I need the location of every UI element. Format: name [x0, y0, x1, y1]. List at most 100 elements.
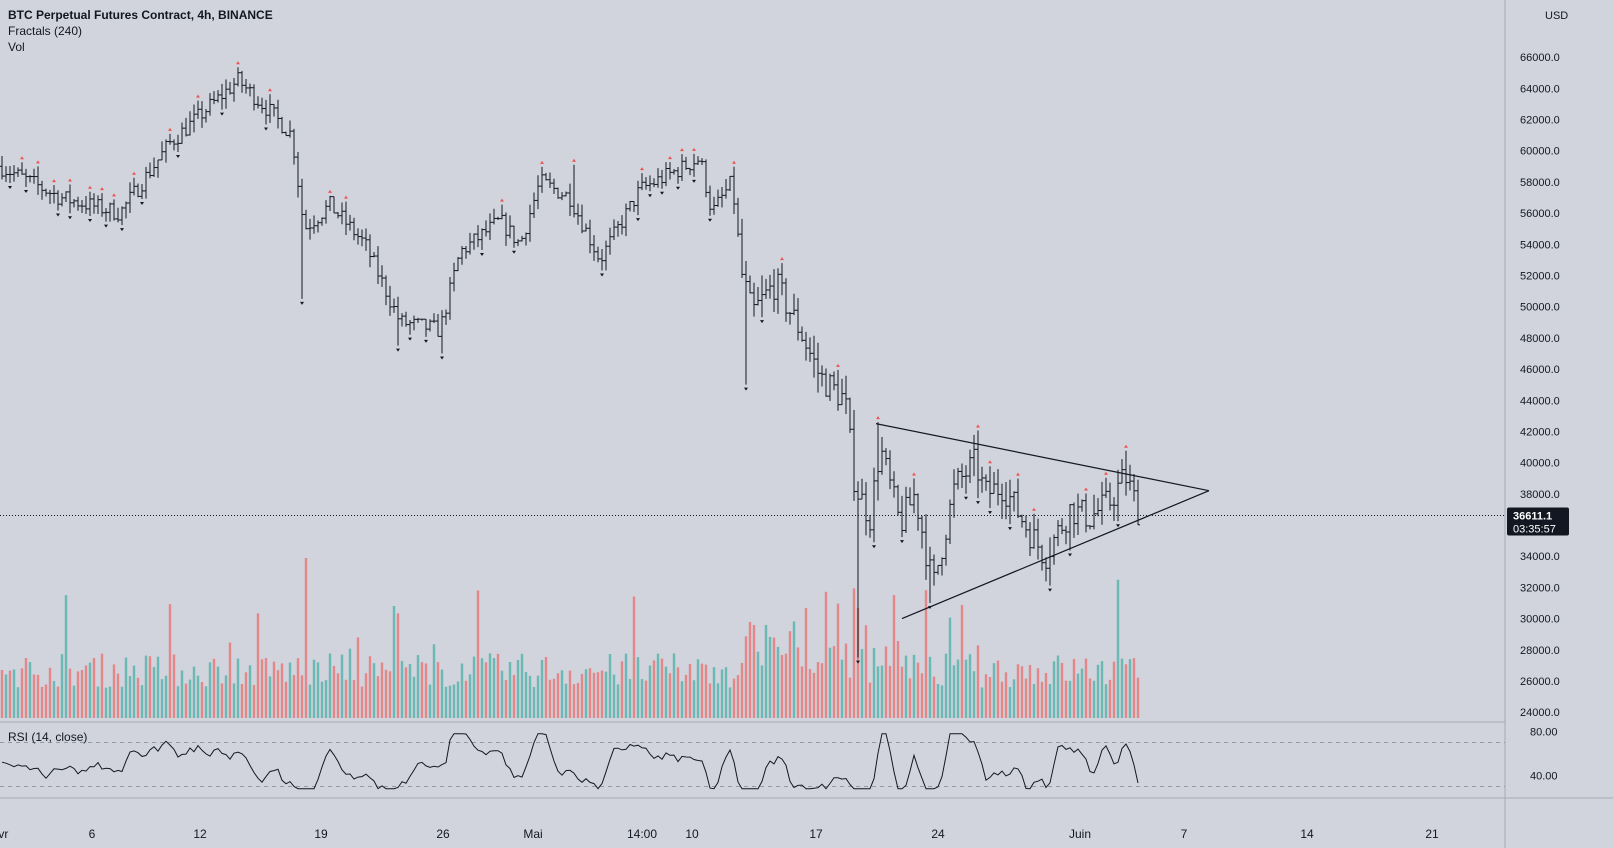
volume-bar	[640, 679, 644, 718]
volume-bar	[632, 596, 636, 718]
volume-bar	[148, 656, 152, 718]
price-tick-label: 66000.0	[1520, 52, 1560, 64]
fractal-up-marker	[836, 363, 840, 367]
ohlc-bar	[908, 487, 912, 506]
fractals-indicator-label[interactable]: Fractals (240)	[8, 24, 83, 38]
ohlc-bar	[932, 554, 936, 586]
ohlc-bar	[616, 220, 620, 237]
fractal-down-marker	[1008, 527, 1012, 531]
volume-bar	[1048, 684, 1052, 718]
volume-bar	[160, 679, 164, 718]
fractal-down-marker	[1116, 524, 1120, 528]
ohlc-bar	[764, 278, 768, 299]
ohlc-bar	[336, 211, 340, 219]
time-tick-label: 7	[1181, 827, 1188, 841]
volume-bar	[28, 662, 32, 718]
ohlc-bar	[676, 167, 680, 184]
volume-bar	[968, 654, 972, 718]
volume-bar	[516, 659, 520, 718]
fractal-down-marker	[872, 545, 876, 549]
ohlc-bar	[468, 232, 472, 255]
volume-bar	[388, 671, 392, 718]
symbol-title[interactable]: BTC Perpetual Futures Contract, 4h, BINA…	[8, 8, 273, 22]
ohlc-bar	[1008, 479, 1012, 525]
volume-bar	[708, 683, 712, 718]
ohlc-bar	[1068, 504, 1072, 551]
volume-bar	[372, 663, 376, 718]
volume-bar	[740, 662, 744, 718]
ohlc-bar	[852, 409, 856, 501]
volume-bar	[188, 679, 192, 718]
volume-bar	[456, 681, 460, 718]
ohlc-bar	[1096, 498, 1100, 517]
ohlc-bar	[876, 422, 880, 501]
ohlc-bar	[208, 93, 212, 116]
volume-bar	[1032, 683, 1036, 718]
ohlc-bar	[840, 378, 844, 406]
price-tick-label: 38000.0	[1520, 489, 1560, 501]
volume-bar	[832, 646, 836, 718]
volume-bar	[116, 673, 120, 718]
ohlc-bar	[1020, 514, 1024, 528]
ohlc-bar	[924, 514, 928, 580]
ohlc-bar	[632, 200, 636, 213]
volume-bar	[256, 613, 260, 718]
ohlc-bar	[684, 156, 688, 170]
ohlc-bar	[920, 515, 924, 549]
volume-bar	[344, 679, 348, 718]
fractal-down-marker	[676, 186, 680, 190]
ohlc-bar	[200, 101, 204, 128]
volume-bar	[604, 671, 608, 718]
time-tick-label: 14:00	[627, 827, 657, 841]
volume-bar	[348, 648, 352, 718]
time-tick-label: 17	[809, 827, 823, 841]
ohlc-bar	[528, 204, 532, 242]
ohlc-bar	[648, 175, 652, 192]
volume-bar	[1088, 678, 1092, 718]
volume-bar	[900, 666, 904, 718]
volume-bar	[1108, 679, 1112, 718]
volume-bar	[288, 662, 292, 718]
volume-bar	[420, 662, 424, 718]
volume-bar	[788, 631, 792, 718]
ohlc-bar	[672, 168, 676, 175]
ohlc-bar	[856, 481, 860, 658]
volume-bar	[1084, 658, 1088, 718]
ohlc-bar	[712, 196, 716, 215]
volume-bar	[392, 606, 396, 718]
ohlc-bar	[424, 318, 428, 337]
volume-indicator-label[interactable]: Vol	[8, 40, 25, 54]
volume-bar	[48, 667, 52, 718]
fractal-up-marker	[500, 198, 504, 202]
volume-bar	[1128, 659, 1132, 718]
volume-bar	[1040, 681, 1044, 718]
ohlc-bar	[520, 235, 524, 242]
ohlc-bar	[772, 269, 776, 313]
volume-bar	[992, 663, 996, 718]
volume-bar	[80, 670, 84, 718]
ohlc-bar	[812, 335, 816, 378]
volume-bar	[16, 687, 20, 718]
volume-bar	[12, 669, 16, 718]
volume-bar	[528, 675, 532, 718]
fractal-up-marker	[168, 127, 172, 131]
volume-bar	[704, 664, 708, 718]
volume-bar	[216, 666, 220, 718]
fractal-up-marker	[876, 416, 880, 420]
ohlc-bar	[1032, 513, 1036, 549]
ohlc-bar	[324, 200, 328, 224]
volume-bar	[488, 653, 492, 718]
volume-bar	[444, 686, 448, 718]
fractal-down-marker	[988, 511, 992, 515]
ohlc-bar	[540, 166, 544, 193]
ohlc-bar	[416, 317, 420, 323]
ohlc-bar	[696, 156, 700, 165]
fractal-up-marker	[328, 189, 332, 193]
price-tick-label: 58000.0	[1520, 177, 1560, 189]
volume-bar	[700, 663, 704, 718]
ohlc-bar	[488, 213, 492, 240]
ohlc-bar	[96, 195, 100, 214]
fractal-down-marker	[176, 154, 180, 158]
